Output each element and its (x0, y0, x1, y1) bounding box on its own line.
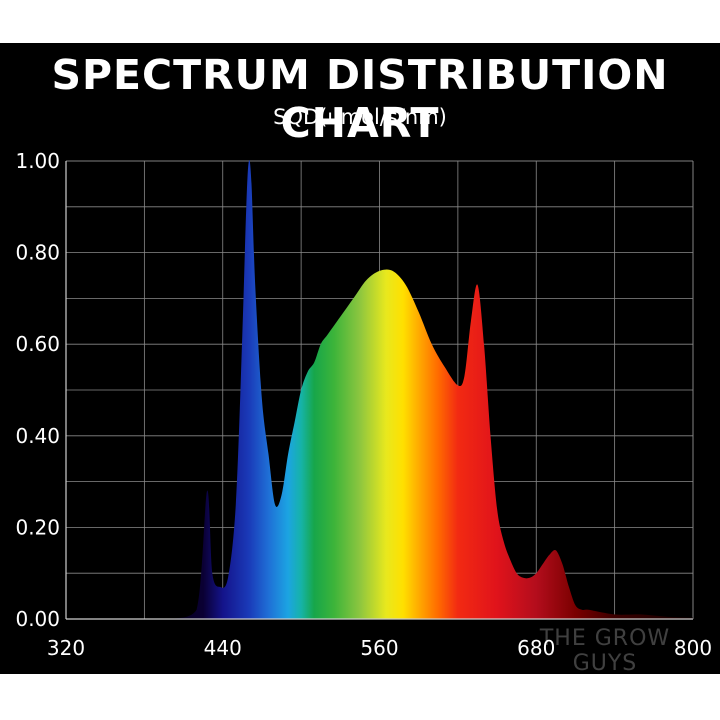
x-tick-label: 680 (517, 636, 555, 660)
watermark-logo: THE GROW GUYS Est. 2023 (505, 626, 705, 685)
chart-background: 0.00 0.20 0.40 0.60 0.80 1.00 320 440 560 680 800 … (0, 43, 720, 685)
chart-title: SPECTRUM DISTRIBUTION CHART (51, 51, 669, 147)
x-tick-label: 800 (674, 636, 712, 660)
x-tick-label: 560 (360, 636, 398, 660)
x-tick-label: 320 (47, 636, 85, 660)
watermark-established: Est. 2023 (572, 676, 638, 685)
spectrum-area (144, 159, 693, 619)
watermark-name: THE GROW GUYS (539, 626, 671, 676)
chart-subtitle: SQD(umol/s/nm) (273, 105, 447, 129)
y-tick-label: 0.80 (15, 241, 60, 265)
y-tick-label: 0.60 (15, 332, 60, 356)
y-tick-label: 0.40 (15, 424, 60, 448)
y-tick-label: 0.00 (15, 607, 60, 631)
spectrum-chart: 0.00 0.20 0.40 0.60 0.80 1.00 320 440 560 680 800 (15, 149, 712, 660)
y-tick-label: 1.00 (15, 149, 60, 173)
y-tick-label: 0.20 (15, 515, 60, 539)
x-tick-label: 440 (204, 636, 242, 660)
